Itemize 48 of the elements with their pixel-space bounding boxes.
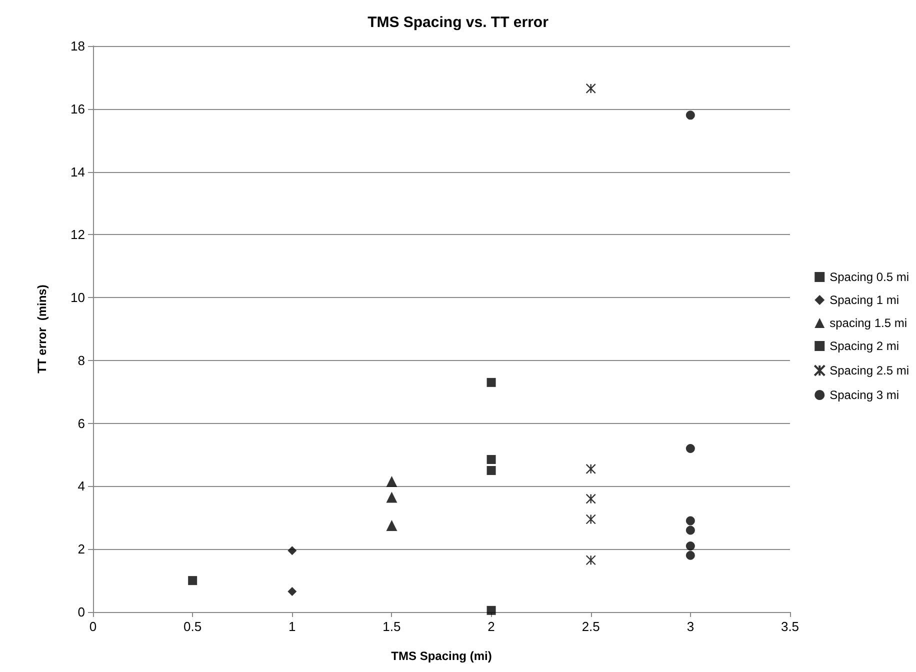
point [386,476,398,488]
y-tick-label: 10 [70,290,85,306]
chart-title: TMS Spacing vs. TT error [368,14,549,31]
x-tick-label: 0 [89,619,97,634]
legend-label: Spacing 2.5 mi [830,364,910,378]
x-tick-label: 3.5 [780,619,800,634]
y-tick-label: 8 [78,352,85,368]
point [386,492,398,503]
point [486,466,496,475]
x-axis-title: TMS Spacing (mi) [391,649,492,663]
y-tick-label: 4 [78,478,85,494]
point [586,555,596,566]
x-tick-label: 3 [686,619,694,634]
x-tick-label: 1.5 [382,619,401,634]
point [288,546,297,556]
y-tick-label: 2 [78,542,85,557]
point [586,83,596,94]
y-tick-label: 6 [78,416,85,431]
point [188,576,198,586]
legend-label: Spacing 2 mi [830,339,899,353]
legend-label: spacing 1.5 mi [830,316,907,330]
point [686,444,695,453]
y-tick-label: 0 [78,604,85,620]
x-tick-label: 0.5 [184,619,202,634]
point [586,494,596,504]
x-tick-label: 2.5 [582,619,600,634]
point [486,606,496,615]
point [586,514,596,524]
point [686,516,695,526]
legend-label: Spacing 0.5 mi [830,270,910,284]
y-tick-label: 16 [70,101,85,116]
point [486,378,496,387]
point [486,454,496,464]
point [586,464,596,474]
point [686,526,695,535]
legend-label: Spacing 1 mi [830,293,899,307]
x-tick-label: 2 [488,619,495,634]
point [686,550,695,560]
y-axis-title: TT error (mins) [35,284,49,374]
point [288,587,297,596]
y-tick-label: 12 [70,227,85,242]
y-tick-label: 18 [70,38,85,54]
legend-label: Spacing 3 mi [830,388,899,402]
point [686,541,695,550]
point [386,520,398,532]
x-tick-label: 1 [288,619,296,634]
point [686,110,695,120]
y-tick-label: 14 [70,164,85,180]
